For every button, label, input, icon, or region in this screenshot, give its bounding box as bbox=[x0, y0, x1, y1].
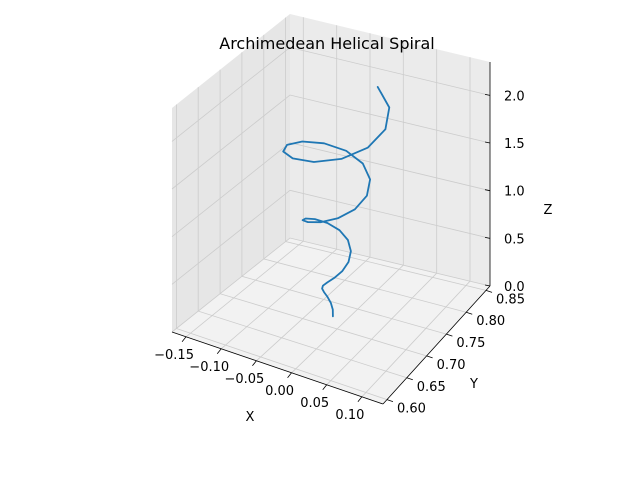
x-tick-label: 0.05 bbox=[300, 396, 329, 411]
floor-pane bbox=[172, 238, 490, 404]
x-tick bbox=[252, 360, 257, 367]
z-tick bbox=[484, 236, 491, 239]
z-tick-label: 1.5 bbox=[504, 137, 525, 152]
z-tick bbox=[484, 284, 491, 287]
y-tick bbox=[446, 333, 453, 337]
y-tick bbox=[386, 399, 394, 403]
axis-lines bbox=[171, 62, 491, 405]
y-tick-label: 0.65 bbox=[417, 380, 446, 395]
y-tick bbox=[426, 355, 433, 359]
z-tick bbox=[484, 93, 491, 96]
x-tick-label: 0.10 bbox=[335, 408, 364, 423]
x-tick-label: −0.10 bbox=[189, 360, 229, 375]
z-grid-line bbox=[171, 237, 491, 333]
z-grid-line bbox=[171, 142, 491, 238]
x-tick-label: −0.05 bbox=[224, 372, 264, 387]
z-tick bbox=[484, 189, 491, 192]
side-pane bbox=[172, 14, 290, 332]
z-tick-label: 0.5 bbox=[504, 232, 525, 247]
y-tick-label: 0.70 bbox=[437, 358, 466, 373]
z-grid-line bbox=[171, 94, 491, 190]
chart-title: Archimedean Helical Spiral bbox=[219, 34, 435, 53]
x-tick bbox=[357, 396, 363, 403]
spiral-line bbox=[282, 86, 391, 318]
y-tick-label: 0.60 bbox=[397, 402, 426, 417]
z-tick bbox=[484, 141, 491, 144]
x-axis-line bbox=[171, 331, 384, 405]
series-layer bbox=[282, 86, 391, 318]
y-tick-label: 0.80 bbox=[476, 314, 505, 329]
grid-lines bbox=[171, 17, 491, 400]
z-axis-label: Z bbox=[544, 203, 553, 218]
x-tick bbox=[181, 336, 187, 343]
y-axis-label: Y bbox=[469, 377, 478, 392]
y-axis-line bbox=[382, 285, 491, 405]
z-grid-line bbox=[171, 189, 491, 285]
z-tick-label: 1.0 bbox=[504, 185, 525, 200]
x-axis-label: X bbox=[246, 410, 255, 425]
y-tick-label: 0.75 bbox=[456, 336, 485, 351]
x-tick-label: 0.00 bbox=[265, 384, 294, 399]
y-tick bbox=[406, 377, 413, 381]
z-grid-line bbox=[171, 46, 491, 142]
x-tick bbox=[322, 384, 328, 391]
x-tick bbox=[216, 348, 222, 355]
z-tick-label: 2.0 bbox=[504, 89, 525, 104]
tick-marks bbox=[181, 93, 493, 403]
tick-labels: −0.15−0.10−0.050.00 0.05 0.10 0.60 0.65 0.70 0… bbox=[154, 89, 525, 422]
y-tick-label: 0.85 bbox=[496, 292, 525, 307]
y-tick bbox=[485, 289, 493, 293]
z-tick-label: 0.0 bbox=[504, 280, 525, 295]
y-tick bbox=[466, 311, 473, 315]
x-tick bbox=[287, 372, 292, 379]
x-tick-label: −0.15 bbox=[154, 348, 194, 363]
axes-panes bbox=[172, 14, 490, 404]
